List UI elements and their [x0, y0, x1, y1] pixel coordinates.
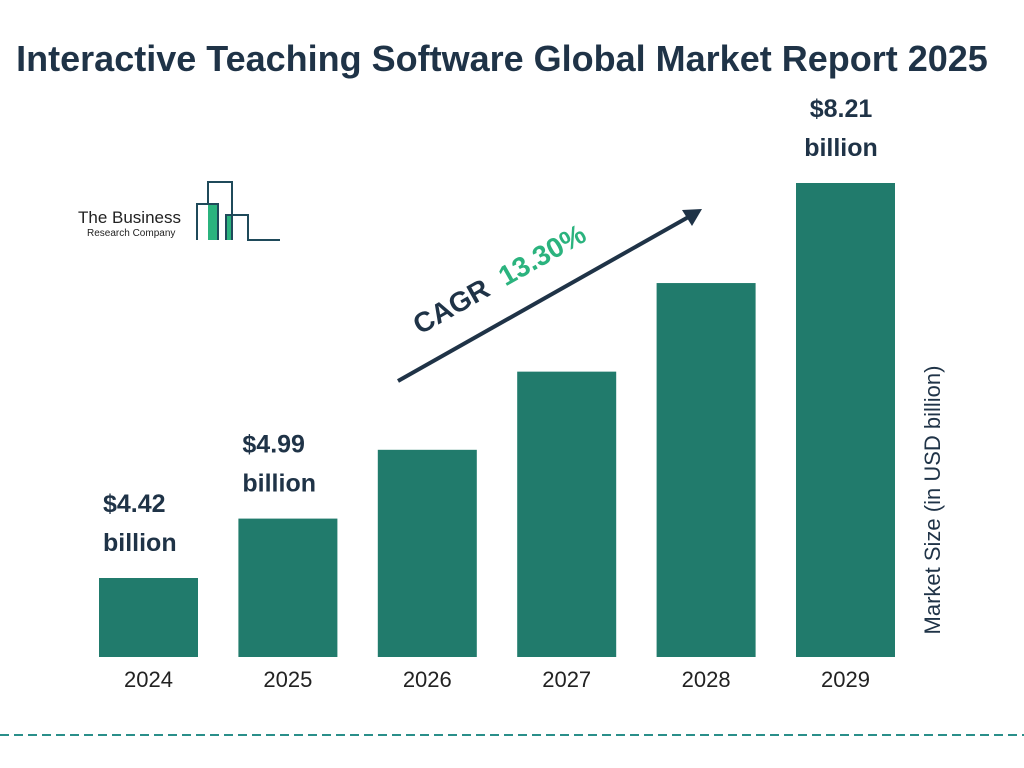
- x-tick-label: 2026: [403, 667, 452, 692]
- data-label-line2: billion: [242, 470, 316, 498]
- data-label-line1: $4.42: [103, 490, 166, 518]
- logo-text-line2: Research Company: [87, 228, 175, 239]
- x-tick-label: 2025: [263, 667, 312, 692]
- x-tick-label: 2024: [124, 667, 173, 692]
- cagr-arrow-line: [397, 213, 693, 383]
- bar-2029: [796, 183, 895, 657]
- logo-bar-1: [208, 204, 218, 240]
- bar-2025: [238, 518, 338, 657]
- cagr-arrow-head: [682, 209, 702, 226]
- logo-bar-2: [227, 215, 232, 240]
- bar-2024: [99, 578, 198, 657]
- bar-2026: [377, 449, 477, 657]
- bar-2028: [656, 283, 756, 657]
- bar-2027: [517, 371, 617, 657]
- logo-building-2: [207, 181, 233, 240]
- cagr-annotation: CAGR 13.30%: [397, 209, 702, 383]
- cagr-label: CAGR: [408, 273, 495, 341]
- y-axis-label: Market Size (in USD billion): [920, 366, 945, 635]
- logo-text-line1: The Business: [78, 208, 181, 227]
- data-label-line2: billion: [804, 134, 878, 162]
- x-tick-label: 2029: [821, 667, 870, 692]
- logo: The Business Research Company: [78, 181, 280, 241]
- x-tick-label: 2027: [542, 667, 591, 692]
- chart-title: Interactive Teaching Software Global Mar…: [16, 38, 988, 79]
- data-label-line2: billion: [103, 529, 177, 557]
- data-label-line1: $4.99: [242, 431, 305, 459]
- x-tick-label: 2028: [682, 667, 731, 692]
- logo-building-3: [225, 214, 280, 241]
- data-label-line1: $8.21: [810, 95, 873, 123]
